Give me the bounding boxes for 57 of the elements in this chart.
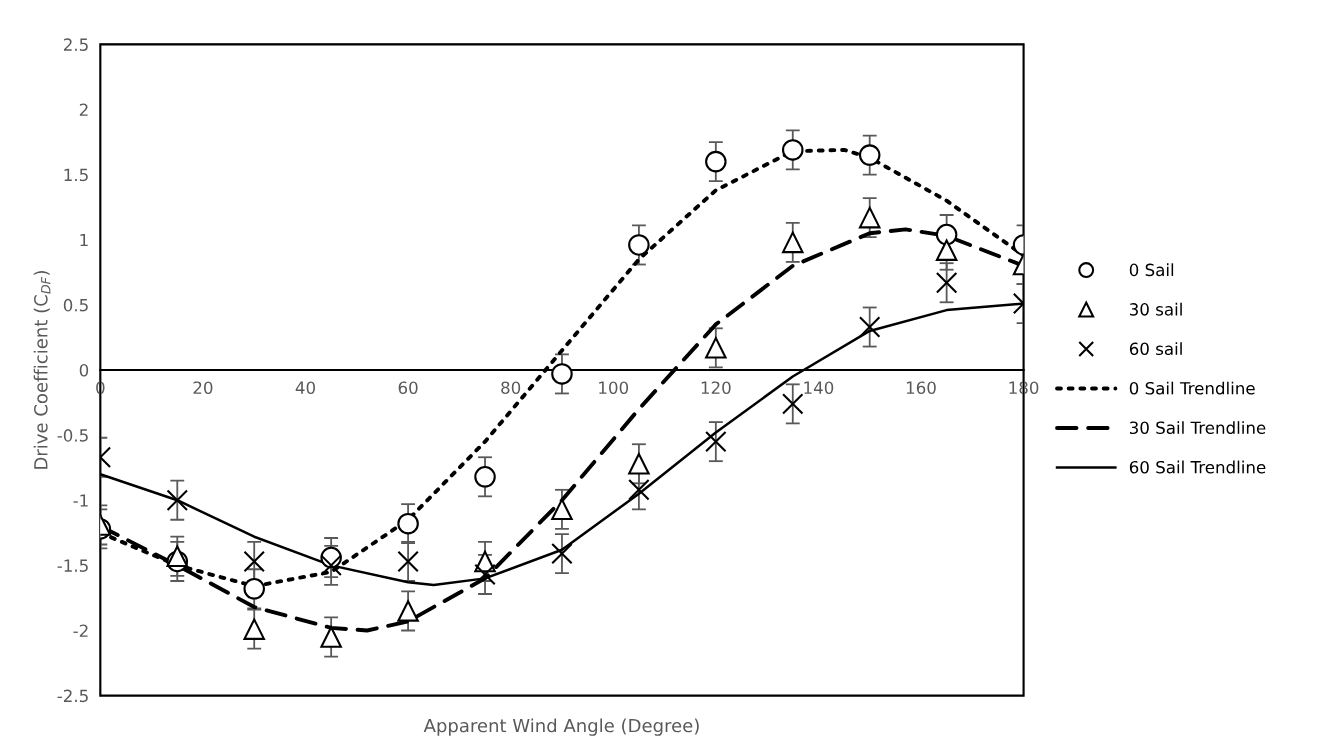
point [397,512,419,535]
x-tick-label: 20 [193,381,213,395]
x-tick-label: 80 [501,381,521,395]
point [474,563,496,586]
x-tick-label: 140 [804,381,834,395]
point [705,150,727,173]
point [858,144,881,166]
legend-label: 0 Sail [1129,263,1174,277]
y-tick-label: 1.5 [64,168,88,182]
legend-label: 30 sail [1129,302,1182,316]
point [243,618,265,640]
point [628,453,650,475]
point [551,498,573,521]
point [474,466,496,488]
y-tick-label: 0.5 [63,298,88,312]
y-tick-label: 2.5 [63,38,88,51]
point [782,231,804,254]
point [397,600,419,622]
y-tick-label: -2.5 [57,689,88,703]
point [858,206,881,229]
point [320,554,342,577]
point [166,545,189,568]
x-axis-title: Apparent Wind Angle (Degree) [423,718,699,736]
x-tick-label: 60 [398,381,418,395]
x-tick-label: 100 [599,381,629,395]
point [397,550,419,573]
point [705,337,727,359]
point [551,542,573,565]
point [243,550,265,573]
y-tick-label: 2 [79,103,88,116]
y-tick-label: 1 [80,233,88,247]
point [858,316,881,338]
point [320,626,342,648]
legend-label: 30 Sail Trendline [1129,421,1266,435]
point [935,271,958,294]
x-tick-label: 160 [906,381,936,395]
point [935,239,958,261]
point [551,363,573,385]
y-tick-label: -0.5 [57,429,88,442]
x-tick-label: 40 [295,381,316,395]
point [782,139,804,161]
y-tick-label: -2 [73,624,88,637]
x-tick-label: 120 [701,381,731,395]
y-tick-label: -1.5 [57,559,88,572]
point [628,234,650,256]
point [935,223,958,246]
legend-label: 0 Sail Trendline [1129,381,1255,395]
point [628,479,650,501]
point [705,430,727,453]
point [782,393,804,415]
y-tick-label: -1 [73,494,88,507]
y-axis-title: Drive Coefficient (C$_{DF}$) [33,271,51,469]
point [243,578,265,600]
legend-label: 60 Sail Trendline [1129,460,1266,474]
point [166,489,189,511]
y-tick-label: 0 [79,363,89,377]
legend-label: 60 sail [1129,342,1182,356]
